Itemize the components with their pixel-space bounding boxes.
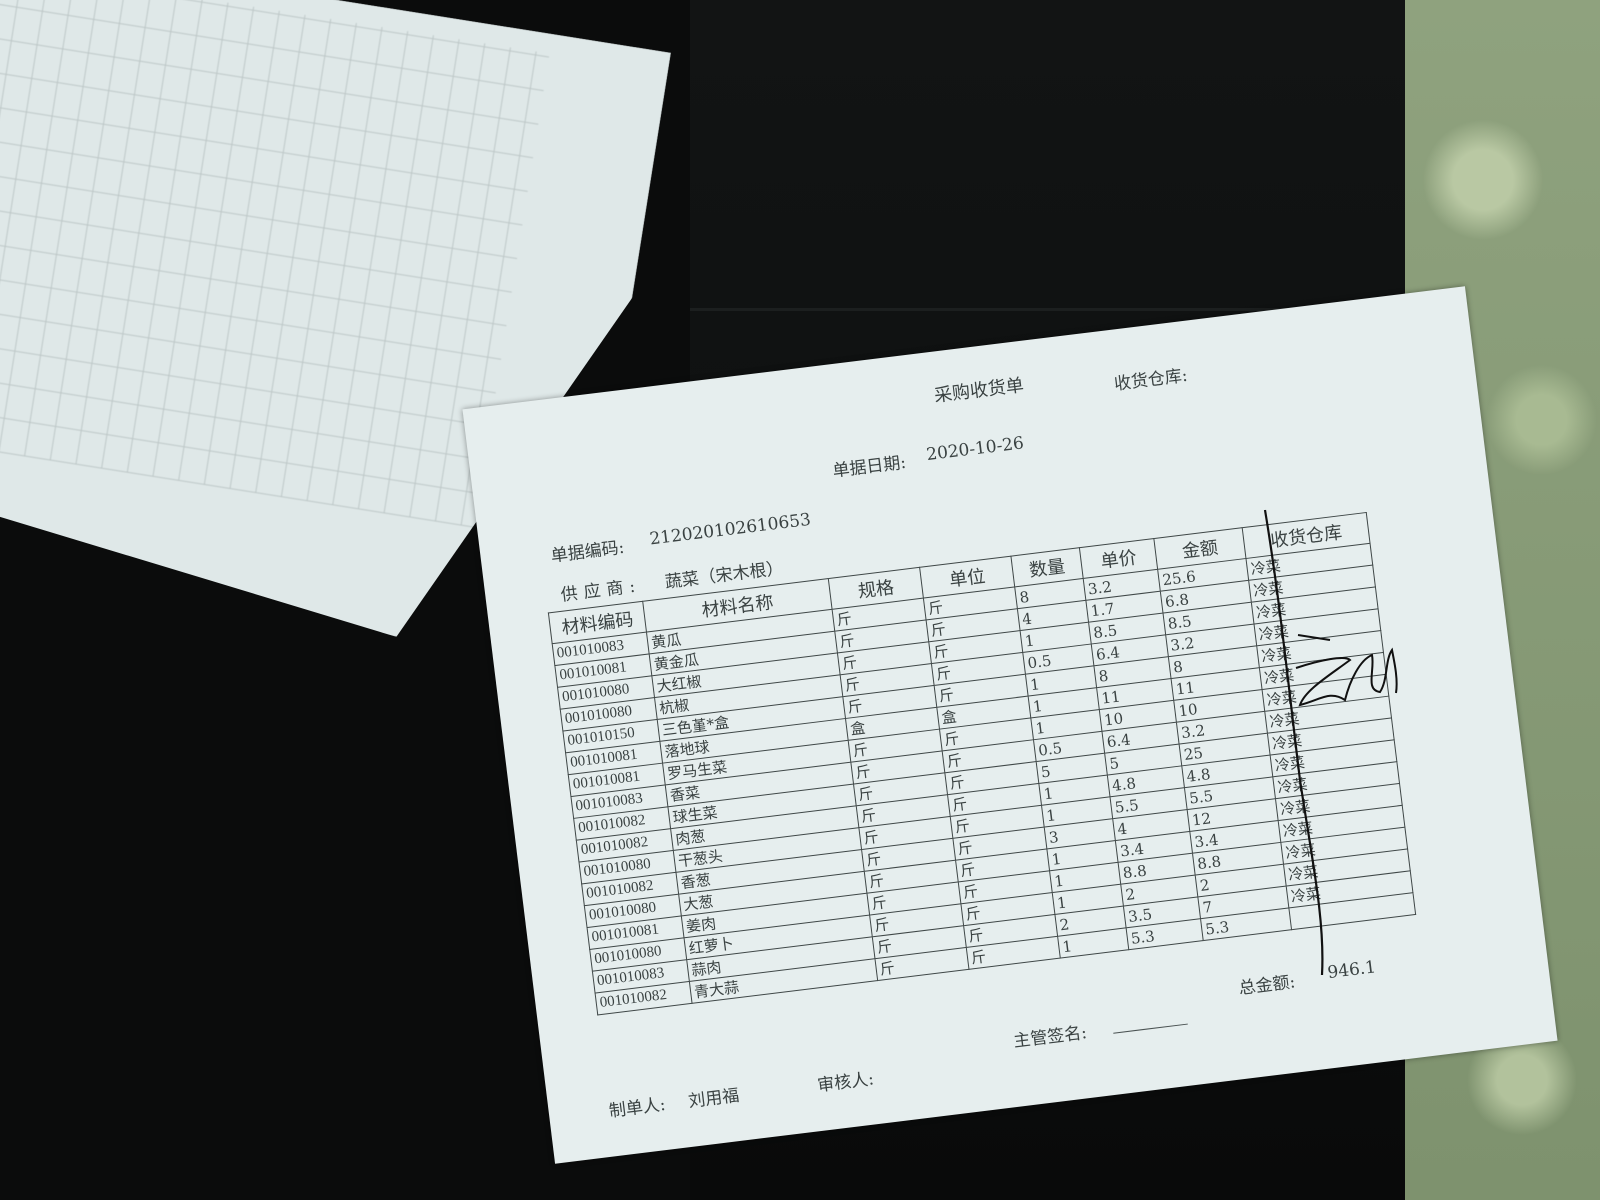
doc-code-value: 212020102610653 bbox=[648, 509, 812, 550]
manager-sign-line bbox=[1113, 1023, 1188, 1034]
maker-value: 刘用福 bbox=[687, 1085, 741, 1112]
date-value: 2020-10-26 bbox=[925, 433, 1025, 466]
date-label: 单据日期: bbox=[831, 452, 908, 482]
purchase-receipt: 采购收货单 收货仓库: 单据日期: 2020-10-26 单据编码: 21202… bbox=[462, 286, 1558, 1164]
auditor-label: 审核人: bbox=[816, 1069, 876, 1097]
desk-edge bbox=[690, 308, 1410, 311]
doc-code-label: 单据编码: bbox=[549, 537, 626, 567]
maker-label: 制单人: bbox=[607, 1094, 667, 1122]
supplier-label: 供应商: bbox=[559, 576, 643, 606]
warehouse-label: 收货仓库: bbox=[1113, 365, 1189, 395]
manager-sign-label: 主管签名: bbox=[1012, 1023, 1089, 1052]
receipt-title: 采购收货单 bbox=[933, 374, 1025, 407]
total-label: 总金额: bbox=[1237, 972, 1297, 999]
total-value: 946.1 bbox=[1326, 957, 1378, 984]
